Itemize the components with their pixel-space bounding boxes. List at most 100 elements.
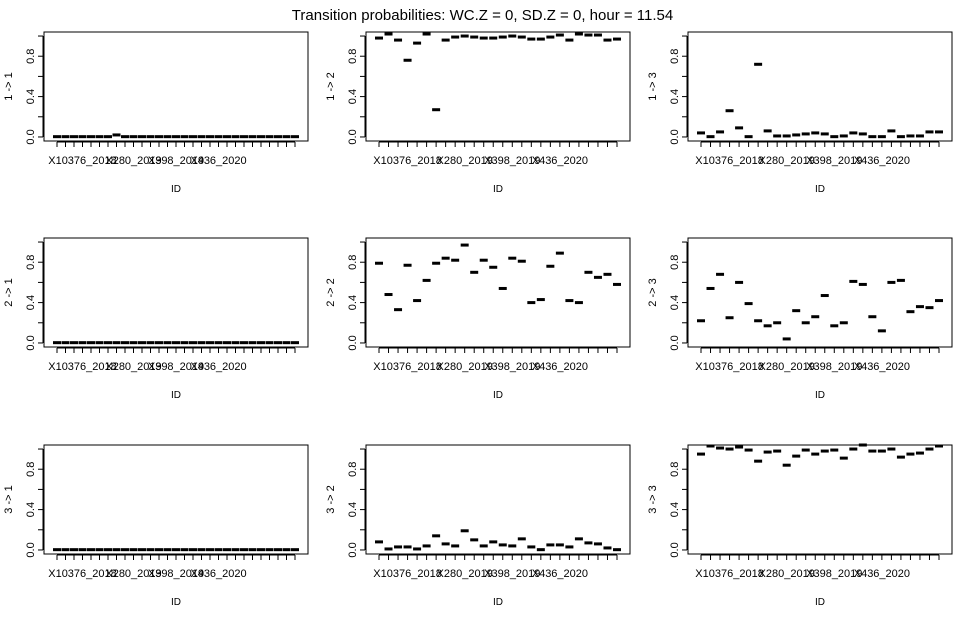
y-axis-label: 1 -> 2 bbox=[325, 72, 337, 100]
panel-5: 0.0 0.4 0.8 2 -> 2 X10376_2018X280_2019X398_… bbox=[325, 237, 631, 401]
x-tick-label: X398_2019 bbox=[484, 568, 540, 580]
y-tick-label: 0.0 bbox=[347, 542, 359, 557]
x-axis-label: ID bbox=[171, 597, 181, 608]
x-tick-label: X398_2019 bbox=[148, 155, 204, 167]
y-tick-label: 0.4 bbox=[669, 295, 681, 310]
x-tick-label: X398_2019 bbox=[484, 361, 540, 373]
x-tick-label: X280_2019 bbox=[105, 155, 161, 167]
y-tick-label: 0.4 bbox=[25, 89, 37, 104]
x-tick-label: X10376_2018 bbox=[373, 361, 442, 373]
y-tick-label: 0.4 bbox=[669, 89, 681, 104]
y-axis-label: 3 -> 2 bbox=[325, 485, 337, 513]
plot-frame bbox=[365, 444, 631, 555]
y-axis-label: 3 -> 3 bbox=[647, 485, 659, 513]
x-axis-label: ID bbox=[815, 184, 825, 195]
x-tick-label: X436_2020 bbox=[190, 361, 246, 373]
x-tick-label: X280_2019 bbox=[759, 155, 815, 167]
x-tick-label: X280_2019 bbox=[759, 361, 815, 373]
y-tick-label: 0.4 bbox=[669, 502, 681, 517]
x-tick-label: X280_2019 bbox=[437, 568, 493, 580]
x-axis-label: ID bbox=[171, 390, 181, 401]
x-tick-label: X280_2019 bbox=[759, 568, 815, 580]
y-tick-label: 0.8 bbox=[669, 49, 681, 64]
x-tick-label: X436_2020 bbox=[854, 568, 910, 580]
x-tick-label: X280_2019 bbox=[105, 568, 161, 580]
x-tick-label: X280_2019 bbox=[437, 361, 493, 373]
x-tick-label: X10376_2018 bbox=[695, 361, 764, 373]
y-tick-label: 0.8 bbox=[25, 462, 37, 477]
y-tick-label: 0.4 bbox=[25, 502, 37, 517]
y-tick-label: 0.0 bbox=[669, 129, 681, 144]
x-tick-label: X436_2020 bbox=[532, 568, 588, 580]
y-axis-label: 3 -> 1 bbox=[3, 485, 15, 513]
y-tick-label: 0.8 bbox=[25, 49, 37, 64]
panel-1: 0.0 0.4 0.8 1 -> 1 X10376_2018X280_2019X398_… bbox=[3, 31, 309, 195]
plot-frame bbox=[43, 31, 309, 142]
y-tick-label: 0.4 bbox=[347, 89, 359, 104]
x-tick-label: X398_2019 bbox=[148, 568, 204, 580]
plot-frame bbox=[365, 237, 631, 348]
panel-8: 0.0 0.4 0.8 3 -> 2 X10376_2018X280_2019X398_… bbox=[325, 444, 631, 608]
x-axis-label: ID bbox=[815, 597, 825, 608]
y-tick-label: 0.0 bbox=[25, 129, 37, 144]
plot-frame bbox=[687, 31, 953, 142]
y-tick-label: 0.8 bbox=[347, 462, 359, 477]
x-tick-label: X398_2019 bbox=[484, 155, 540, 167]
x-tick-label: X10376_2018 bbox=[695, 568, 764, 580]
y-tick-label: 0.8 bbox=[347, 255, 359, 270]
x-tick-label: X436_2020 bbox=[190, 155, 246, 167]
x-tick-label: X398_2019 bbox=[806, 568, 862, 580]
y-tick-label: 0.8 bbox=[669, 462, 681, 477]
x-tick-label: X398_2019 bbox=[806, 361, 862, 373]
panel-9: 0.0 0.4 0.8 3 -> 3 X10376_2018X280_2019X398_… bbox=[647, 443, 953, 608]
panel-3: 0.0 0.4 0.8 1 -> 3 X10376_2018X280_2019X398_… bbox=[647, 31, 953, 195]
x-tick-label: X280_2019 bbox=[437, 155, 493, 167]
y-tick-label: 0.4 bbox=[25, 295, 37, 310]
x-axis-label: ID bbox=[493, 597, 503, 608]
y-tick-label: 0.0 bbox=[347, 335, 359, 350]
x-tick-label: X398_2019 bbox=[148, 361, 204, 373]
x-tick-label: X436_2020 bbox=[532, 361, 588, 373]
x-tick-label: X10376_2018 bbox=[48, 361, 117, 373]
plot-frame bbox=[365, 31, 631, 142]
x-tick-label: X436_2020 bbox=[854, 361, 910, 373]
x-tick-label: X10376_2018 bbox=[48, 568, 117, 580]
x-axis-label: ID bbox=[493, 184, 503, 195]
y-tick-label: 0.0 bbox=[669, 335, 681, 350]
y-tick-label: 0.4 bbox=[347, 295, 359, 310]
x-tick-label: X436_2020 bbox=[532, 155, 588, 167]
x-tick-label: X10376_2018 bbox=[695, 155, 764, 167]
x-tick-label: X10376_2018 bbox=[373, 155, 442, 167]
y-tick-label: 0.4 bbox=[347, 502, 359, 517]
panel-6: 0.0 0.4 0.8 2 -> 3 X10376_2018X280_2019X398_… bbox=[647, 237, 953, 401]
y-axis-label: 2 -> 3 bbox=[647, 278, 659, 306]
y-tick-label: 0.8 bbox=[669, 255, 681, 270]
y-axis-label: 1 -> 1 bbox=[3, 72, 15, 100]
panel-4: 0.0 0.4 0.8 2 -> 1 X10376_2018X280_2019X398_… bbox=[3, 237, 309, 401]
x-tick-label: X10376_2018 bbox=[373, 568, 442, 580]
plot-frame bbox=[43, 444, 309, 555]
chart-title: Transition probabilities: WC.Z = 0, SD.Z… bbox=[291, 7, 674, 24]
panel-2: 0.0 0.4 0.8 1 -> 2 X10376_2018X280_2019X398_… bbox=[325, 31, 631, 195]
x-tick-label: X10376_2018 bbox=[48, 155, 117, 167]
y-axis-label: 2 -> 2 bbox=[325, 278, 337, 306]
y-axis-label: 2 -> 1 bbox=[3, 278, 15, 306]
plot-frame bbox=[687, 444, 953, 555]
x-axis-label: ID bbox=[493, 390, 503, 401]
x-axis-label: ID bbox=[171, 184, 181, 195]
x-axis-label: ID bbox=[815, 390, 825, 401]
y-tick-label: 0.8 bbox=[347, 49, 359, 64]
panel-7: 0.0 0.4 0.8 3 -> 1 X10376_2018X280_2019X398_… bbox=[3, 444, 309, 608]
y-tick-label: 0.0 bbox=[25, 335, 37, 350]
y-tick-label: 0.0 bbox=[347, 129, 359, 144]
plot-frame bbox=[687, 237, 953, 348]
x-tick-label: X436_2020 bbox=[190, 568, 246, 580]
y-axis-label: 1 -> 3 bbox=[647, 72, 659, 100]
y-tick-label: 0.0 bbox=[25, 542, 37, 557]
plot-frame bbox=[43, 237, 309, 348]
x-tick-label: X280_2019 bbox=[105, 361, 161, 373]
x-tick-label: X398_2019 bbox=[806, 155, 862, 167]
y-tick-label: 0.0 bbox=[669, 542, 681, 557]
x-tick-label: X436_2020 bbox=[854, 155, 910, 167]
